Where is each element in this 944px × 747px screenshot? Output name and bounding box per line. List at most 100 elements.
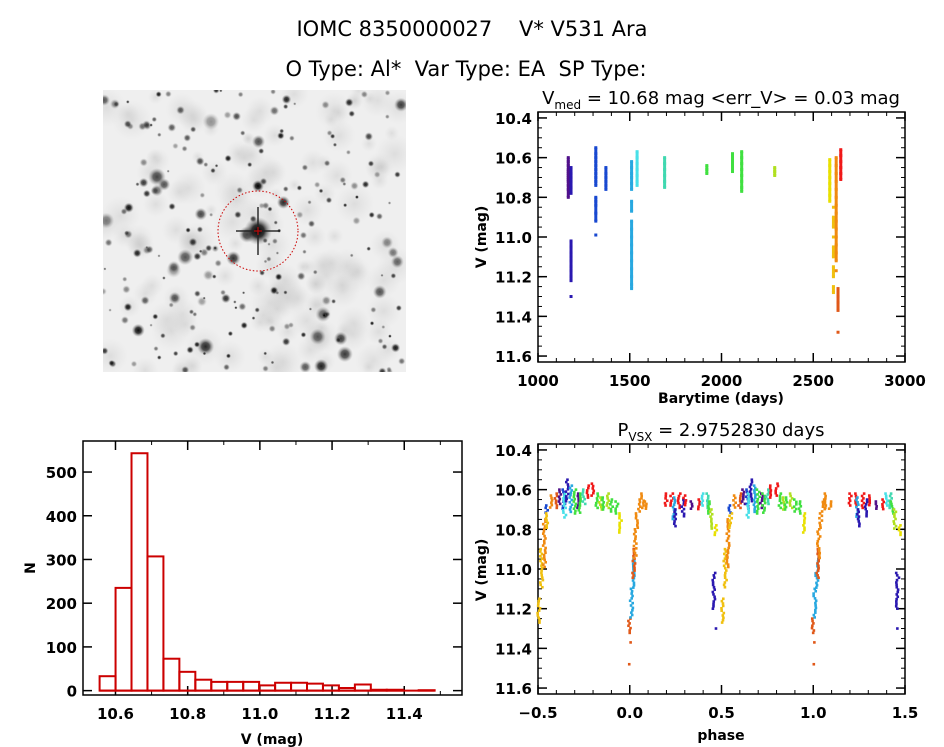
phase-point bbox=[890, 505, 894, 508]
phase-point bbox=[725, 578, 728, 582]
phase-point bbox=[868, 496, 871, 500]
phase-point bbox=[542, 563, 545, 566]
phase-point bbox=[749, 495, 753, 498]
field-star bbox=[296, 185, 303, 191]
phase-point bbox=[539, 555, 542, 558]
phase-point bbox=[899, 533, 902, 537]
phase-point bbox=[564, 499, 568, 503]
phase-point bbox=[701, 504, 704, 507]
phase-point bbox=[618, 512, 621, 515]
phase-point bbox=[672, 503, 676, 507]
phase-point bbox=[581, 500, 585, 503]
field-star bbox=[349, 253, 354, 258]
field-star bbox=[266, 256, 272, 262]
field-star bbox=[225, 353, 232, 359]
phase-point bbox=[741, 495, 745, 499]
phase-point bbox=[609, 510, 613, 513]
phase-point bbox=[811, 631, 815, 635]
phase-point bbox=[726, 556, 729, 559]
phase-point bbox=[578, 506, 581, 510]
field-star bbox=[188, 237, 198, 247]
phase-point bbox=[782, 508, 785, 511]
field-star bbox=[157, 254, 161, 258]
lightcurve-y-tick-label: 10.6 bbox=[495, 150, 532, 168]
phase-point bbox=[817, 564, 820, 568]
field-star bbox=[103, 212, 115, 229]
phase-point bbox=[672, 522, 676, 526]
field-star bbox=[324, 311, 331, 317]
phase-point bbox=[817, 566, 820, 570]
phase-point bbox=[895, 583, 898, 587]
phase-point bbox=[591, 484, 595, 488]
sky-mottle bbox=[151, 311, 192, 352]
phase-point bbox=[706, 501, 710, 505]
phase-point bbox=[768, 484, 772, 487]
phase-point bbox=[583, 502, 587, 506]
field-star bbox=[369, 320, 375, 326]
phase-point bbox=[827, 507, 831, 510]
phase-point bbox=[706, 494, 710, 498]
phase-point bbox=[812, 662, 816, 666]
phase-point bbox=[558, 488, 561, 491]
phase-point bbox=[816, 552, 819, 556]
phase-point bbox=[696, 507, 700, 511]
phase-point bbox=[823, 499, 827, 503]
phase-point bbox=[592, 489, 596, 493]
field-star bbox=[104, 238, 113, 247]
phase-point bbox=[857, 520, 861, 523]
phase-point bbox=[682, 498, 685, 501]
phase-point bbox=[630, 589, 634, 593]
field-star bbox=[226, 250, 241, 266]
histogram-bar bbox=[146, 555, 165, 692]
phase-point bbox=[673, 510, 676, 514]
phase-point bbox=[610, 498, 614, 501]
phase-point bbox=[629, 616, 632, 619]
phase-point bbox=[726, 525, 730, 528]
phase-point bbox=[794, 507, 798, 511]
phase-point bbox=[557, 500, 561, 503]
phase-point bbox=[803, 512, 807, 515]
phase-point bbox=[632, 586, 635, 589]
field-star bbox=[394, 97, 406, 112]
phase-point bbox=[723, 552, 726, 556]
phase-point bbox=[637, 503, 641, 506]
histogram-x-tick-label: 10.6 bbox=[97, 705, 134, 723]
phase-point bbox=[817, 576, 820, 580]
phase-point bbox=[858, 522, 861, 526]
phase-point bbox=[562, 511, 565, 514]
phase-point bbox=[737, 504, 740, 507]
phase-point bbox=[720, 599, 724, 603]
field-star bbox=[181, 145, 188, 152]
field-star bbox=[370, 306, 377, 313]
phase-point bbox=[682, 507, 686, 511]
field-star bbox=[232, 111, 242, 121]
phase-point bbox=[755, 509, 759, 513]
field-star bbox=[212, 90, 220, 94]
field-star bbox=[321, 100, 330, 110]
field-star bbox=[202, 113, 220, 130]
phase-point bbox=[585, 489, 589, 492]
phase-point bbox=[814, 589, 818, 593]
figure-title: IOMC 8350000027 V* V531 Ara bbox=[296, 17, 647, 41]
field-star bbox=[296, 211, 304, 219]
phase-point bbox=[891, 509, 895, 513]
field-star bbox=[172, 142, 179, 150]
phase-point bbox=[784, 498, 788, 502]
phase-point bbox=[601, 503, 605, 507]
phase-point bbox=[540, 569, 543, 572]
phase-point bbox=[795, 500, 798, 504]
phase-point bbox=[564, 506, 567, 510]
phase-point bbox=[715, 524, 718, 527]
phase-point bbox=[756, 493, 759, 496]
histogram-y-tick-label: 300 bbox=[46, 551, 77, 569]
phase-point bbox=[711, 590, 715, 594]
phase-point bbox=[712, 602, 715, 606]
phase-point bbox=[881, 503, 884, 506]
phase-point bbox=[550, 496, 553, 500]
phase-point bbox=[726, 549, 730, 552]
field-star bbox=[103, 287, 107, 296]
phase-point bbox=[636, 526, 640, 530]
histogram-xlabel: V (mag) bbox=[241, 732, 304, 747]
phase-point bbox=[723, 557, 727, 560]
phase-point bbox=[540, 552, 544, 556]
